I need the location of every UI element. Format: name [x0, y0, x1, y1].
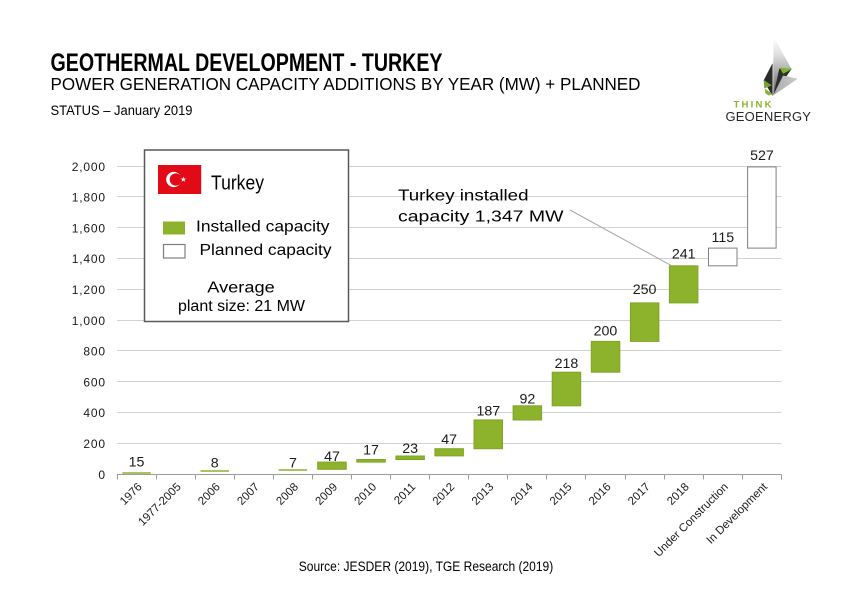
svg-text:241: 241 — [672, 246, 696, 262]
svg-text:218: 218 — [555, 356, 579, 372]
svg-text:23: 23 — [402, 441, 418, 457]
svg-text:115: 115 — [711, 230, 734, 246]
svg-text:Turkey installed: Turkey installed — [398, 188, 529, 205]
svg-text:47: 47 — [441, 432, 457, 448]
svg-text:1,000: 1,000 — [72, 314, 106, 328]
svg-text:8: 8 — [211, 456, 219, 472]
svg-text:1,600: 1,600 — [72, 221, 106, 235]
svg-text:250: 250 — [633, 282, 657, 298]
svg-text:POWER GENERATION CAPACITY ADDI: POWER GENERATION CAPACITY ADDITIONS BY Y… — [51, 74, 641, 94]
svg-text:THINK: THINK — [734, 99, 772, 110]
svg-text:Average: Average — [207, 280, 275, 297]
svg-text:capacity 1,347 MW: capacity 1,347 MW — [398, 209, 565, 226]
svg-text:plant size: 21 MW: plant size: 21 MW — [178, 298, 305, 315]
svg-text:7: 7 — [289, 456, 297, 472]
svg-text:0: 0 — [98, 468, 105, 482]
svg-text:Installed capacity: Installed capacity — [196, 219, 330, 236]
svg-text:92: 92 — [520, 391, 536, 407]
svg-text:400: 400 — [83, 406, 105, 420]
svg-text:Planned capacity: Planned capacity — [200, 242, 332, 259]
svg-text:200: 200 — [594, 324, 618, 340]
svg-text:800: 800 — [83, 345, 105, 359]
svg-text:1,800: 1,800 — [72, 191, 106, 205]
svg-text:187: 187 — [476, 404, 500, 420]
svg-text:GEOENERGY: GEOENERGY — [725, 109, 811, 124]
svg-text:Turkey: Turkey — [211, 173, 264, 195]
svg-text:GEOTHERMAL DEVELOPMENT - TURKE: GEOTHERMAL DEVELOPMENT - TURKEY — [51, 49, 443, 77]
svg-text:STATUS – January 2019: STATUS – January 2019 — [51, 103, 193, 119]
svg-text:Source: JESDER (2019), TGE Res: Source: JESDER (2019), TGE Research (201… — [299, 559, 554, 574]
svg-text:1,400: 1,400 — [72, 252, 106, 266]
svg-text:2,000: 2,000 — [72, 160, 106, 174]
svg-text:527: 527 — [750, 148, 774, 164]
svg-text:15: 15 — [129, 454, 145, 470]
svg-text:47: 47 — [324, 449, 340, 465]
svg-text:600: 600 — [83, 375, 105, 389]
svg-text:17: 17 — [363, 443, 379, 459]
svg-text:200: 200 — [83, 437, 105, 451]
svg-text:1,200: 1,200 — [72, 283, 106, 297]
